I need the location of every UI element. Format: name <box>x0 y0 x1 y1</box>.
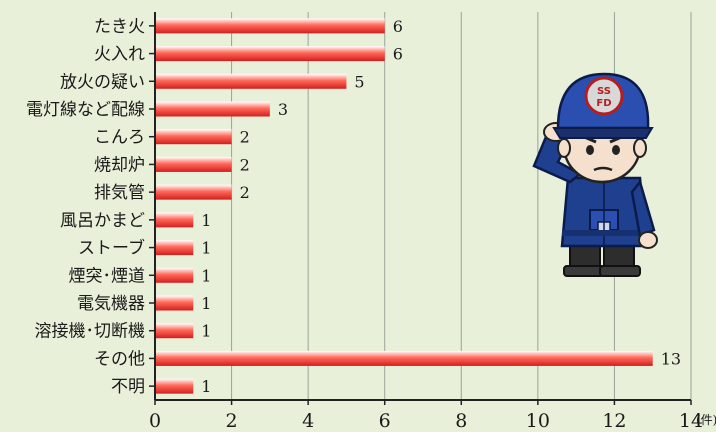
category-label: たき火 <box>94 17 145 37</box>
x-tick-label: 8 <box>455 410 467 432</box>
category-label: 不明 <box>111 377 145 397</box>
value-label: 13 <box>661 349 681 368</box>
value-label: 5 <box>354 72 364 91</box>
cap-badge <box>584 76 624 116</box>
category-label: 煙突･煙道 <box>69 266 146 286</box>
category-label: 電灯線など配線 <box>26 100 145 120</box>
category-label: 電気機器 <box>77 294 145 314</box>
value-label: 6 <box>393 45 403 64</box>
labels: たき火 6 火入れ 6 放火の疑い 5 電灯線など配線 3 こんろ 2 焼却炉 2 排気管 2 風呂かまど 1… <box>26 17 716 432</box>
axes <box>149 12 692 405</box>
cap-text-top: SS <box>597 86 611 97</box>
bar <box>155 73 347 89</box>
category-label: その他 <box>94 349 145 369</box>
bar <box>155 184 232 200</box>
bar <box>155 240 194 256</box>
bar <box>155 46 385 62</box>
x-tick-label: 4 <box>302 410 314 432</box>
value-label: 2 <box>240 155 250 174</box>
bar <box>155 212 194 228</box>
x-tick-label: 14 <box>679 410 703 432</box>
x-tick-label: 6 <box>379 410 391 432</box>
category-label: こんろ <box>94 128 145 148</box>
bar <box>155 101 270 117</box>
cap-text-bottom: FD <box>596 98 611 109</box>
bar <box>155 156 232 172</box>
category-label: 風呂かまど <box>60 211 145 231</box>
value-label: 6 <box>393 17 403 36</box>
x-tick-label: 12 <box>602 410 626 432</box>
bars <box>155 18 653 394</box>
category-label: ストーブ <box>78 238 145 259</box>
value-label: 1 <box>201 294 211 313</box>
x-tick-label: 0 <box>149 410 161 432</box>
firefighter-saluting-icon: SS FD <box>532 72 658 277</box>
x-unit-label: (件) <box>696 413 716 427</box>
value-label: 1 <box>201 377 211 396</box>
category-label: 溶接機･切断機 <box>35 322 146 342</box>
x-tick-label: 2 <box>226 410 238 432</box>
bar <box>155 295 194 311</box>
bar <box>155 18 385 34</box>
bar <box>155 267 194 283</box>
value-label: 1 <box>201 322 211 341</box>
value-label: 1 <box>201 266 211 285</box>
category-label: 放火の疑い <box>60 72 145 92</box>
x-tick-label: 10 <box>526 410 550 432</box>
value-label: 1 <box>201 211 211 230</box>
category-label: 火入れ <box>94 45 145 65</box>
bar <box>155 323 194 339</box>
category-label: 焼却炉 <box>94 155 145 175</box>
bar <box>155 378 194 394</box>
bar <box>155 350 653 366</box>
value-label: 3 <box>278 100 288 119</box>
value-label: 2 <box>240 183 250 202</box>
value-label: 1 <box>201 239 211 258</box>
bar <box>155 129 232 145</box>
value-label: 2 <box>240 128 250 147</box>
category-label: 排気管 <box>94 183 145 203</box>
